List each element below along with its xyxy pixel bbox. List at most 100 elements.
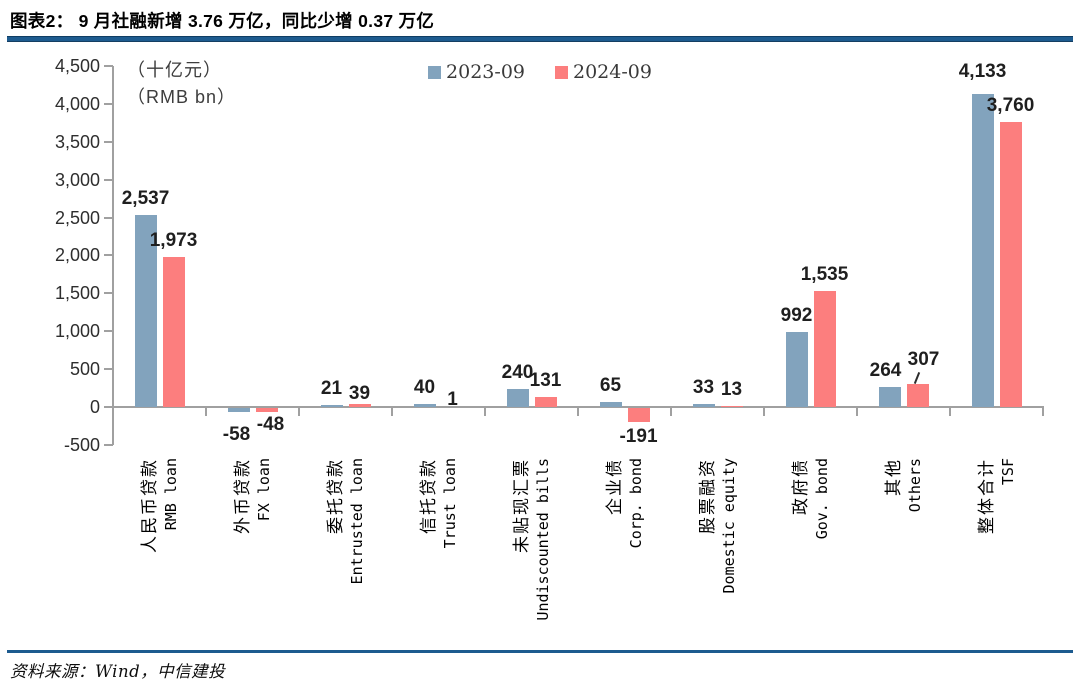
category-label-en: TSF bbox=[998, 458, 1017, 486]
bar-2023-09-fx-loan bbox=[227, 408, 250, 413]
value-label-2024-09-gov-bond: 1,535 bbox=[800, 263, 849, 285]
bar-2024-09-corp-bond bbox=[627, 408, 650, 423]
category-label-rmb-loan: 人民币贷款 RMB loan bbox=[138, 458, 182, 658]
value-label-2023-09-entrusted-loan: 21 bbox=[320, 378, 343, 400]
category-label-zh: 人民币贷款 bbox=[139, 458, 159, 553]
bar-2024-09-undiscounted-bills bbox=[534, 397, 557, 407]
value-label-2024-09-others: 307 bbox=[907, 348, 940, 370]
category-label-en: Others bbox=[905, 458, 924, 513]
y-axis-tick bbox=[104, 178, 113, 181]
x-axis-tick bbox=[856, 407, 858, 416]
value-label-2024-09-undiscounted-bills: 131 bbox=[529, 370, 562, 392]
category-label-zh: 未贴现汇票 bbox=[511, 458, 531, 553]
y-axis-line bbox=[112, 66, 114, 445]
x-axis-tick bbox=[112, 407, 114, 416]
bar-2023-09-corp-bond bbox=[599, 402, 622, 407]
value-label-2024-09-entrusted-loan: 39 bbox=[348, 383, 371, 405]
y-axis-tick-label: 2,500 bbox=[54, 207, 100, 228]
value-label-2023-09-trust-loan: 40 bbox=[413, 376, 436, 398]
category-label-others: 其他 Others bbox=[882, 458, 926, 658]
bar-2024-09-fx-loan bbox=[255, 408, 278, 412]
category-label-domestic-equity: 股票融资 Domestic equity bbox=[696, 458, 740, 658]
y-axis-tick-label: -500 bbox=[63, 434, 100, 455]
bar-2024-09-tsf bbox=[999, 122, 1022, 407]
category-label-en: RMB loan bbox=[161, 458, 180, 531]
category-label-zh: 信托贷款 bbox=[418, 458, 438, 534]
category-label-en: Trust loan bbox=[440, 458, 459, 549]
value-label-2023-09-corp-bond: 65 bbox=[599, 375, 622, 397]
category-label-en: Corp. bond bbox=[626, 458, 645, 549]
value-label-2024-09-trust-loan: 1 bbox=[447, 388, 458, 410]
bar-2023-09-trust-loan bbox=[413, 403, 436, 407]
y-axis-tick bbox=[104, 330, 113, 333]
x-axis-tick bbox=[670, 407, 672, 416]
category-label-zh: 股票融资 bbox=[697, 458, 717, 534]
x-axis-tick bbox=[205, 407, 207, 416]
category-label-zh: 其他 bbox=[883, 458, 903, 496]
category-label-fx-loan: 外币贷款 FX loan bbox=[231, 458, 275, 658]
bar-2023-09-gov-bond bbox=[785, 331, 808, 407]
y-axis-tick-label: 500 bbox=[69, 359, 100, 380]
y-axis-tick bbox=[104, 292, 113, 295]
x-axis-tick bbox=[298, 407, 300, 416]
value-label-2023-09-others: 264 bbox=[869, 359, 902, 381]
legend-item-2024-09: 2024-09 bbox=[555, 61, 652, 83]
legend-marker-2023-09 bbox=[428, 65, 442, 79]
y-axis-tick bbox=[104, 140, 113, 143]
bar-2023-09-undiscounted-bills bbox=[506, 388, 529, 407]
title-divider bbox=[7, 36, 1073, 42]
x-axis-tick bbox=[1042, 407, 1044, 416]
category-label-en: FX loan bbox=[254, 458, 273, 522]
bar-2024-09-gov-bond bbox=[813, 290, 836, 407]
legend-item-2023-09: 2023-09 bbox=[428, 61, 525, 83]
category-label-en: Entrusted loan bbox=[347, 458, 366, 585]
legend-label-2023-09: 2023-09 bbox=[446, 61, 525, 83]
bar-2024-09-entrusted-loan bbox=[348, 404, 371, 407]
x-axis-tick bbox=[949, 407, 951, 416]
bar-2024-09-others bbox=[906, 383, 929, 407]
x-axis-tick bbox=[484, 407, 486, 416]
x-axis-tick bbox=[763, 407, 765, 416]
y-axis-tick bbox=[104, 65, 113, 67]
y-axis-tick-label: 4,000 bbox=[54, 93, 100, 114]
y-axis-tick bbox=[104, 368, 113, 371]
source-divider bbox=[7, 650, 1073, 653]
x-axis-tick bbox=[391, 407, 393, 416]
category-label-zh: 企业债 bbox=[604, 458, 624, 515]
value-label-2024-09-rmb-loan: 1,973 bbox=[149, 230, 198, 252]
category-label-trust-loan: 信托贷款 Trust loan bbox=[417, 458, 461, 658]
bar-2023-09-tsf bbox=[971, 93, 994, 407]
y-axis-tick bbox=[104, 216, 113, 219]
y-axis-tick-label: 2,000 bbox=[54, 245, 100, 266]
y-axis-tick-label: 0 bbox=[89, 397, 100, 417]
legend-label-2024-09: 2024-09 bbox=[573, 61, 652, 83]
category-label-gov-bond: 政府债 Gov. bond bbox=[789, 458, 833, 658]
category-label-corp-bond: 企业债 Corp. bond bbox=[603, 458, 647, 658]
y-axis-tick bbox=[104, 102, 113, 105]
legend-marker-2024-09 bbox=[555, 65, 568, 79]
category-label-zh: 整体合计 bbox=[976, 458, 996, 534]
value-label-2023-09-rmb-loan: 2,537 bbox=[121, 187, 170, 209]
bar-2023-09-entrusted-loan bbox=[320, 405, 343, 407]
legend: 2023-09 2024-09 bbox=[0, 61, 1080, 83]
category-label-zh: 政府债 bbox=[790, 458, 810, 515]
category-label-tsf: 整体合计 TSF bbox=[975, 458, 1019, 658]
bar-2024-09-rmb-loan bbox=[162, 257, 185, 407]
y-axis-tick-label: 4,500 bbox=[54, 56, 100, 76]
axis-unit-label: （十亿元） （RMB bn） bbox=[127, 57, 236, 111]
axis-unit-line-zh: （十亿元） bbox=[127, 60, 222, 80]
bar-2023-09-domestic-equity bbox=[692, 404, 715, 407]
category-label-zh: 委托贷款 bbox=[325, 458, 345, 534]
category-label-entrusted-loan: 委托贷款 Entrusted loan bbox=[324, 458, 368, 658]
bar-2024-09-domestic-equity bbox=[720, 406, 743, 407]
x-axis-tick bbox=[577, 407, 579, 416]
y-axis-tick bbox=[104, 443, 113, 446]
value-label-2024-09-tsf: 3,760 bbox=[986, 95, 1035, 117]
y-axis-tick bbox=[104, 406, 113, 408]
value-label-2023-09-gov-bond: 992 bbox=[780, 304, 813, 326]
source-note: 资料来源：Wind，中信建投 bbox=[10, 662, 226, 681]
value-label-2023-09-tsf: 4,133 bbox=[958, 60, 1007, 82]
y-axis-tick bbox=[104, 254, 113, 257]
